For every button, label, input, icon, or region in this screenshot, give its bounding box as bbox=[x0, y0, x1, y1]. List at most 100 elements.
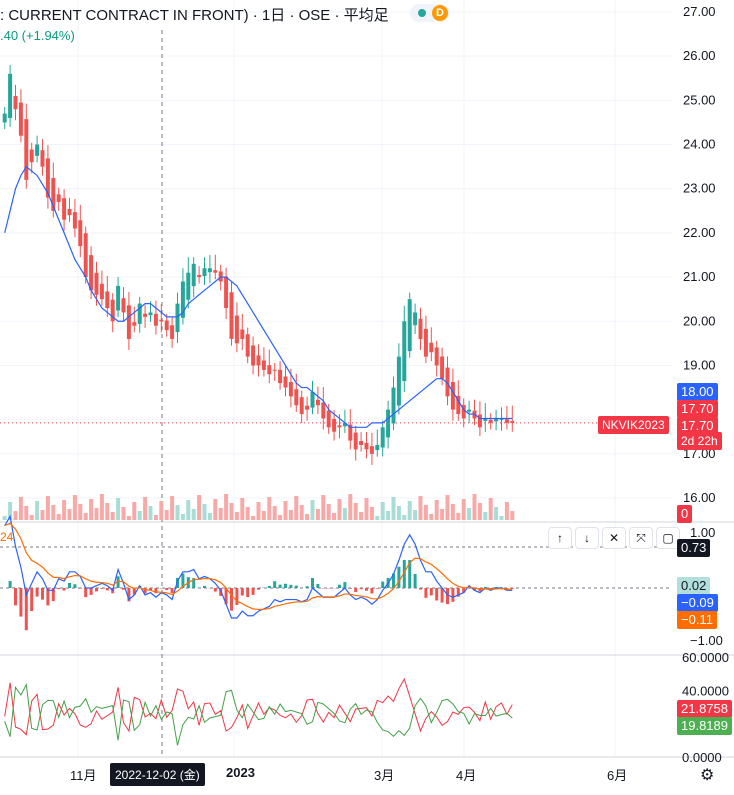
candle-body bbox=[478, 415, 482, 428]
candle-body bbox=[246, 334, 250, 356]
macd-hist-bar bbox=[268, 586, 271, 588]
volume-bar bbox=[321, 495, 325, 520]
macd-hist-bar bbox=[246, 588, 249, 597]
volume-bar bbox=[505, 502, 509, 520]
volume-bar bbox=[440, 509, 444, 520]
volume-bar bbox=[246, 507, 250, 520]
volume-bar bbox=[375, 516, 379, 520]
candle-body bbox=[240, 329, 244, 338]
crosshair-date-label: 2022-12-02 (金) bbox=[110, 763, 205, 786]
move-pane-up-button[interactable]: ↑ bbox=[548, 527, 572, 549]
macd-hist-bar bbox=[252, 588, 255, 595]
volume-bar bbox=[408, 501, 412, 520]
macd-hist-bar bbox=[19, 588, 22, 617]
candle-body bbox=[392, 388, 396, 424]
volume-bar bbox=[289, 510, 293, 520]
price-tick-label: 22.00 bbox=[683, 225, 716, 240]
volume-bar bbox=[73, 495, 77, 520]
macd-hist-bar bbox=[343, 582, 346, 588]
volume-bar bbox=[446, 495, 450, 520]
delayed-badge[interactable]: D bbox=[432, 5, 448, 21]
symbol-title[interactable]: : CURRENT CONTRACT IN FRONT) · 1日 · OSE … bbox=[0, 4, 389, 25]
price-tick-label: 21.00 bbox=[683, 269, 716, 284]
candle-body bbox=[440, 356, 444, 378]
macd-hist-bar bbox=[214, 588, 217, 592]
symbol-tag: NKVIK2023 bbox=[598, 416, 669, 434]
macd-hist-bar bbox=[365, 588, 368, 591]
candle-body bbox=[197, 275, 201, 277]
move-pane-down-button[interactable]: ↓ bbox=[575, 527, 599, 549]
volume-bar bbox=[143, 497, 147, 520]
macd-hist-bar bbox=[257, 588, 260, 590]
macd-hist-bar bbox=[57, 588, 60, 589]
volume-bar bbox=[332, 513, 336, 520]
candle-body bbox=[186, 273, 190, 300]
candle-body bbox=[354, 433, 358, 450]
close-pane-button[interactable]: ✕ bbox=[602, 527, 626, 549]
volume-bar bbox=[62, 500, 66, 520]
volume-bar bbox=[122, 507, 126, 520]
settings-gear-icon[interactable]: ⚙ bbox=[700, 765, 714, 785]
volume-bar bbox=[208, 513, 212, 520]
volume-bar bbox=[316, 509, 320, 520]
macd-hist-bar bbox=[354, 588, 357, 592]
volume-bar bbox=[41, 510, 45, 520]
volume-bar bbox=[311, 500, 315, 520]
macd-hist-bar bbox=[349, 588, 352, 589]
candle-body bbox=[165, 321, 169, 331]
macd-hist-bar bbox=[63, 588, 66, 591]
candle-body bbox=[359, 441, 363, 445]
macd-hist-bar bbox=[30, 588, 33, 611]
time-label-jun: 6月 bbox=[607, 765, 627, 784]
volume-bar bbox=[381, 502, 385, 520]
collapse-pane-button[interactable]: ⤧ bbox=[629, 527, 653, 549]
status-badges[interactable]: D bbox=[410, 4, 450, 22]
candle-body bbox=[122, 298, 126, 312]
macd-hist-bar bbox=[311, 578, 314, 588]
macd-hist-tag: 0.02 bbox=[677, 577, 710, 595]
candle-body bbox=[257, 355, 261, 365]
volume-bar bbox=[68, 509, 72, 520]
volume-bar bbox=[165, 510, 169, 520]
volume-bar bbox=[111, 512, 115, 520]
candle-body bbox=[41, 150, 45, 166]
candle-body bbox=[176, 304, 180, 333]
price-tick-label: 24.00 bbox=[683, 137, 716, 152]
macd-hist-bar bbox=[289, 585, 292, 588]
macd-hist-bar bbox=[419, 588, 422, 590]
candle-body bbox=[305, 406, 309, 410]
candle-body bbox=[294, 389, 298, 405]
volume-bar bbox=[181, 514, 185, 520]
candle-body bbox=[267, 365, 271, 374]
macd-hist-bar bbox=[203, 586, 206, 588]
volume-bar bbox=[159, 501, 163, 520]
candle-body bbox=[408, 299, 412, 351]
candle-body bbox=[95, 273, 99, 295]
countdown-tag: 2d 22h bbox=[677, 432, 722, 450]
plus-di-line bbox=[5, 679, 513, 735]
volume-bar bbox=[3, 516, 7, 520]
volume-bar bbox=[95, 508, 99, 520]
macd-signal-tag: −0.11 bbox=[677, 611, 717, 629]
volume-bar bbox=[359, 512, 363, 520]
macd-left-label: 24 bbox=[0, 530, 13, 544]
candle-body bbox=[278, 370, 282, 383]
macd-hist-bar bbox=[14, 588, 17, 605]
volume-bar bbox=[478, 503, 482, 520]
macd-hist-bar bbox=[430, 588, 433, 595]
candle-body bbox=[413, 312, 417, 325]
volume-bar bbox=[235, 512, 239, 520]
volume-bar bbox=[149, 506, 153, 520]
macd-hist-bar bbox=[171, 588, 174, 593]
candle-body bbox=[332, 419, 336, 432]
candle-body bbox=[208, 268, 212, 272]
candle-body bbox=[132, 322, 136, 326]
price-tick-label: 25.00 bbox=[683, 92, 716, 107]
volume-bar bbox=[219, 508, 223, 520]
volume-bar bbox=[197, 495, 201, 520]
price-change: .40 (+1.94%) bbox=[0, 28, 75, 43]
price-tick-label: 20.00 bbox=[683, 313, 716, 328]
volume-bar bbox=[284, 501, 288, 520]
